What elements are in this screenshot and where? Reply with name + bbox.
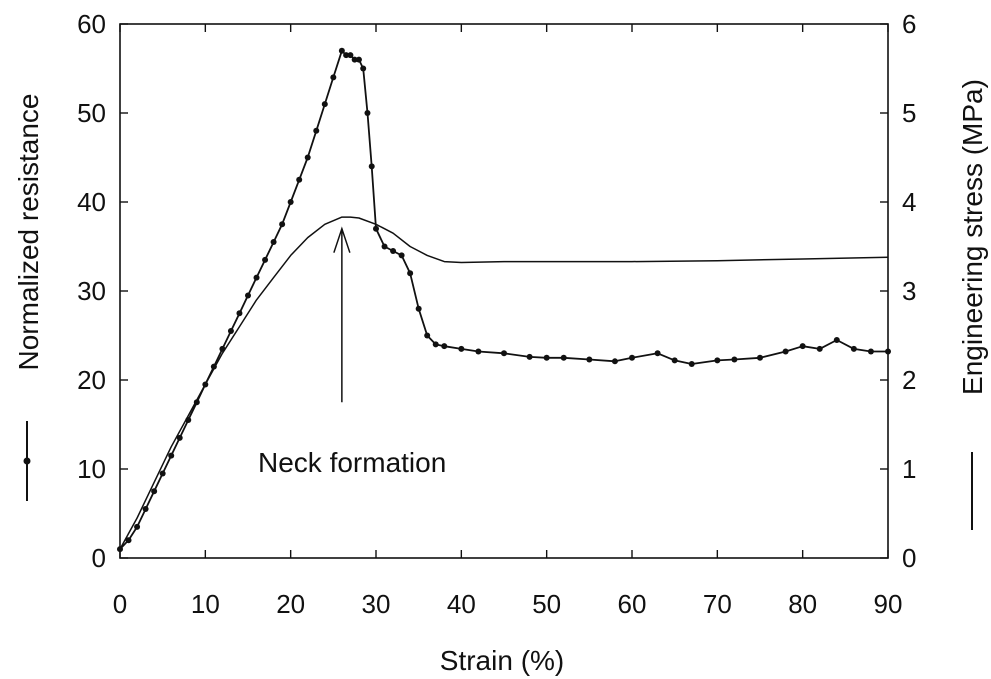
normalized-resistance-point [390, 247, 397, 254]
normalized-resistance-point [885, 348, 891, 355]
normalized-resistance-point [850, 345, 857, 352]
y-left-tick-label: 30 [77, 276, 106, 306]
y-right-tick-label: 4 [902, 187, 916, 217]
y-right-tick-label: 2 [902, 365, 916, 395]
normalized-resistance-point [398, 252, 405, 259]
normalized-resistance-point [270, 239, 277, 246]
x-tick-label: 10 [191, 589, 220, 619]
normalized-resistance-point [351, 56, 358, 63]
normalized-resistance-point [279, 221, 286, 228]
normalized-resistance-point [526, 353, 533, 360]
series-layer [117, 47, 891, 553]
x-tick-label: 90 [874, 589, 903, 619]
y-left-tick-label: 20 [77, 365, 106, 395]
x-axis-title: Strain (%) [440, 645, 564, 676]
normalized-resistance-point [611, 358, 618, 365]
x-tick-label: 0 [113, 589, 127, 619]
normalized-resistance-point [253, 274, 260, 281]
normalized-resistance-point [560, 354, 567, 361]
annotation-layer: Neck formation [258, 226, 446, 478]
y-left-tick-label: 60 [77, 9, 106, 39]
normalized-resistance-point [330, 74, 337, 81]
normalized-resistance-point [671, 357, 678, 364]
normalized-resistance-point [475, 348, 482, 355]
left-series-legend-glyph [23, 421, 31, 501]
normalized-resistance-point [867, 348, 874, 355]
x-tick-label: 30 [362, 589, 391, 619]
x-tick-label: 20 [276, 589, 305, 619]
normalized-resistance-point [364, 110, 371, 116]
neck-formation-arrowhead [333, 226, 351, 253]
y-right-tick-label: 5 [902, 98, 916, 128]
normalized-resistance-point [236, 310, 243, 317]
normalized-resistance-point [381, 243, 388, 250]
y-right-tick-label: 3 [902, 276, 916, 306]
neck-formation-label: Neck formation [258, 447, 446, 478]
normalized-resistance-point [296, 176, 303, 183]
normalized-resistance-point [304, 154, 311, 161]
normalized-resistance-point [424, 332, 431, 339]
normalized-resistance-point [816, 345, 823, 352]
normalized-resistance-point [407, 270, 414, 277]
y-left-tick-label: 0 [92, 543, 106, 573]
y-right-tick-label: 6 [902, 9, 916, 39]
normalized-resistance-point [441, 343, 448, 350]
normalized-resistance-point [125, 537, 132, 544]
x-tick-label: 80 [788, 589, 817, 619]
y-right-axis-title: Engineering stress (MPa) [957, 79, 988, 395]
normalized-resistance-point [338, 47, 345, 54]
normalized-resistance-point [373, 225, 379, 232]
normalized-resistance-point [799, 343, 806, 350]
normalized-resistance-point [629, 354, 635, 361]
x-tick-label: 60 [618, 589, 647, 619]
normalized-resistance-point [343, 52, 350, 59]
x-tick-label: 50 [532, 589, 561, 619]
normalized-resistance-point [262, 256, 269, 263]
y-right-tick-label: 0 [902, 543, 916, 573]
normalized-resistance-point [415, 305, 422, 312]
normalized-resistance-point [833, 336, 840, 343]
normalized-resistance-point [287, 199, 294, 205]
normalized-resistance-point [159, 470, 166, 477]
normalized-resistance-point [543, 354, 550, 361]
normalized-resistance-point [501, 350, 507, 357]
normalized-resistance-point [176, 434, 183, 441]
normalized-resistance-point [134, 523, 141, 530]
normalized-resistance-point [227, 328, 234, 335]
normalized-resistance-point [782, 348, 789, 355]
y-left-tick-label: 10 [77, 454, 106, 484]
x-tick-label: 40 [447, 589, 476, 619]
normalized-resistance-point [321, 101, 328, 108]
normalized-resistance-point [151, 488, 158, 495]
normalized-resistance-point [355, 56, 362, 63]
normalized-resistance-line [119, 49, 888, 550]
normalized-resistance-point [142, 506, 149, 513]
y-left-tick-label: 40 [77, 187, 106, 217]
normalized-resistance-point [458, 345, 465, 352]
normalized-resistance-point [714, 357, 721, 364]
normalized-resistance-point [432, 341, 439, 348]
normalized-resistance-point [757, 354, 763, 361]
normalized-resistance-point [654, 350, 661, 357]
engineering-stress-line [119, 216, 889, 550]
x-tick-label: 70 [703, 589, 732, 619]
normalized-resistance-point [313, 127, 320, 134]
normalized-resistance-point [586, 356, 593, 363]
normalized-resistance-point [245, 292, 251, 299]
normalized-resistance-point [347, 52, 354, 59]
normalized-resistance-point [168, 452, 175, 459]
plot-frame [119, 23, 889, 559]
normalized-resistance-point [360, 65, 367, 72]
normalized-resistance-point [731, 356, 738, 363]
x-axis-ticks: 0 10 20 30 40 50 60 70 80 90 [113, 24, 903, 619]
y-right-tick-label: 1 [902, 454, 916, 484]
plot-border [119, 23, 889, 559]
y-left-axis-ticks: 0 10 20 30 40 50 60 [77, 9, 128, 573]
y-right-axis-ticks: 0 1 2 3 4 5 6 [880, 9, 916, 573]
normalized-resistance-point [688, 360, 695, 367]
y-left-axis-title: Normalized resistance [13, 94, 44, 371]
normalized-resistance-point [368, 163, 375, 170]
y-left-tick-label: 50 [77, 98, 106, 128]
